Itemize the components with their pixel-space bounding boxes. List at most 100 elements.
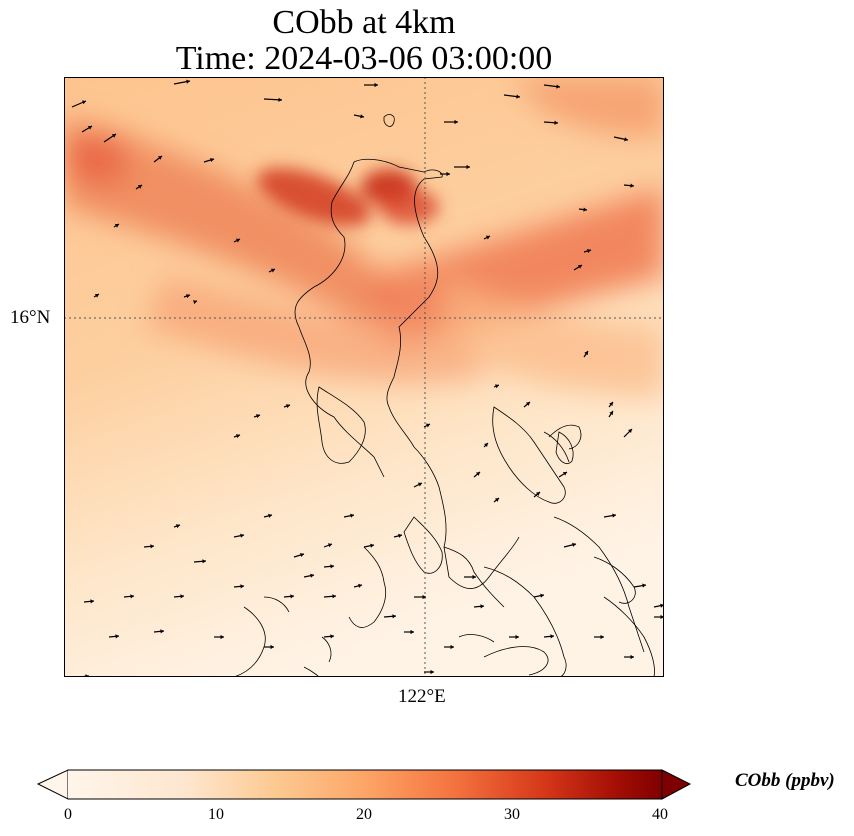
wind-vector-head [466, 164, 470, 170]
wind-vector-head [583, 207, 587, 212]
wind-vector-head [150, 544, 154, 549]
wind-vector-head [609, 411, 613, 416]
colorbar-tick-30: 30 [504, 806, 520, 823]
wind-vector-head [220, 634, 224, 640]
map-title: CObb at 4km [272, 4, 456, 41]
wind-vector-head [193, 300, 197, 305]
wind-vector-head [472, 574, 476, 580]
wind-vector-head [94, 294, 99, 298]
wind-vector-head [270, 644, 274, 650]
coastlines [233, 114, 655, 677]
wind-vector-head [525, 402, 530, 406]
wind-vector-head [235, 238, 240, 243]
wind-vector-head [210, 157, 214, 163]
colorbar-extend-max [661, 769, 692, 800]
wind-vector-head [562, 472, 567, 476]
wind-vector-head [600, 634, 604, 640]
wind-vector-head [350, 513, 354, 518]
latitude-tick-label: 16°N [10, 307, 51, 328]
map-plot-area [64, 77, 664, 677]
wind-vector-head [157, 156, 162, 160]
wind-vector-head [612, 513, 616, 518]
wind-vector-head [430, 669, 434, 675]
colorbar-tick-20: 20 [356, 806, 372, 823]
wind-vector-head [454, 119, 458, 125]
wind-vector-head [485, 235, 490, 240]
wind-vector-head [642, 583, 646, 588]
wind-vector-head [628, 429, 632, 433]
wind-vector-head [327, 543, 332, 548]
wind-vector-head [374, 82, 378, 88]
wind-vector-head [240, 584, 244, 589]
wind-vector-head [587, 248, 591, 253]
colorbar-tick-40: 40 [652, 806, 668, 823]
wind-vector-head [535, 492, 540, 496]
wind-vector-head [310, 573, 314, 578]
colorbar-tick-10: 10 [208, 806, 224, 823]
wind-vector-head [410, 629, 414, 635]
wind-vector-head [660, 614, 664, 620]
wind-vector-head [270, 268, 275, 273]
wind-vector-head [330, 564, 334, 569]
wind-vector-head [278, 97, 282, 102]
map-frame [64, 77, 664, 677]
wind-vector-head [160, 629, 164, 634]
wind-vector-head [176, 524, 180, 529]
wind-vector-head [87, 126, 92, 130]
wind-vector-head [624, 137, 628, 142]
wind-vector-head [398, 533, 402, 538]
wind-vector-head [425, 423, 430, 428]
wind-vector-head [290, 594, 294, 599]
wind-vector-head [554, 120, 558, 125]
wind-vector-head [358, 583, 362, 588]
wind-vector-head [484, 443, 488, 447]
wind-vector-head [111, 134, 116, 138]
colorbar-label: CObb (ppbv) [735, 770, 835, 791]
wind-vector-head [81, 100, 86, 105]
wind-vector-head [556, 84, 560, 89]
colorbar-extend-min [36, 769, 69, 800]
wind-vector-head [300, 552, 304, 558]
wind-vector-head [360, 114, 364, 119]
map-subtitle-time: Time: 2024-03-06 03:00:00 [175, 40, 553, 77]
wind-vector-head [577, 265, 582, 269]
colorbar [36, 769, 692, 800]
wind-vector-head [450, 644, 454, 650]
wind-vector-head [516, 94, 520, 99]
wind-vector-head [180, 594, 184, 599]
wind-vector-head [240, 533, 244, 538]
wind-vector-head [137, 185, 142, 189]
wind-vector-head [422, 594, 426, 600]
wind-vector-head [370, 543, 374, 548]
wind-vector-head [256, 414, 260, 419]
wind-vector-head [330, 634, 334, 639]
wind-vector-head [392, 614, 396, 619]
longitude-tick-label: 122°E [398, 686, 446, 707]
wind-vector-head [90, 599, 94, 604]
wind-vector-head [660, 603, 664, 608]
wind-vector-head [236, 434, 240, 439]
wind-vector-head [494, 384, 499, 389]
wind-vector-head [114, 224, 119, 228]
wind-vector-head [609, 402, 613, 407]
wind-vector-head [480, 604, 484, 609]
wind-vector-head [186, 79, 190, 84]
wind-vector-head [186, 294, 190, 299]
wind-vector-head [268, 513, 272, 518]
wind-vector-head [286, 404, 290, 409]
wind-vector-head [584, 351, 588, 356]
colorbar-tick-0: 0 [64, 806, 72, 823]
wind-vectors [71, 79, 664, 677]
wind-vector-head [202, 559, 206, 564]
wind-vector-head [332, 594, 336, 599]
wind-vector-head [115, 634, 119, 639]
wind-vector-head [446, 171, 450, 177]
wind-vector-head [494, 498, 499, 502]
wind-vector-head [130, 594, 134, 599]
wind-vector-head [630, 654, 634, 660]
wind-vector-head [630, 183, 634, 188]
wind-vector-head [550, 634, 554, 639]
wind-vector-head [417, 482, 422, 487]
wind-vector-head [572, 542, 576, 547]
wind-vector-head [475, 472, 480, 476]
